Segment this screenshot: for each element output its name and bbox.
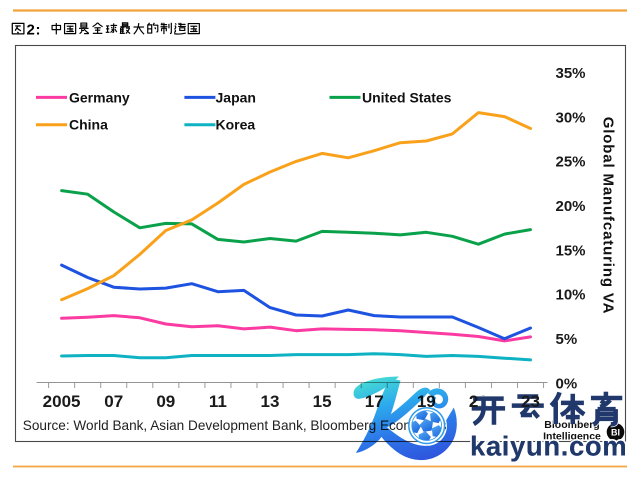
svg-text:0%: 0% [556, 375, 578, 392]
svg-text:15%: 15% [556, 242, 586, 259]
svg-text:30%: 30% [556, 109, 586, 126]
svg-text:35%: 35% [556, 65, 586, 82]
svg-text:China: China [69, 117, 108, 133]
svg-text:Global Manufcaturing VA: Global Manufcaturing VA [600, 117, 617, 315]
svg-text:23: 23 [521, 392, 540, 411]
svg-text:Korea: Korea [216, 117, 256, 133]
svg-text:2: 2 [27, 22, 35, 39]
svg-text:Intelligence: Intelligence [543, 431, 601, 443]
svg-text:Japan: Japan [216, 89, 256, 105]
svg-text:20%: 20% [556, 198, 586, 215]
svg-text:kaiyun.com: kaiyun.com [470, 431, 627, 462]
svg-text:25%: 25% [556, 154, 586, 171]
svg-text:2: 2 [469, 392, 478, 411]
svg-text:13: 13 [261, 392, 280, 411]
svg-text:09: 09 [156, 392, 175, 411]
svg-text:5%: 5% [556, 331, 578, 348]
svg-text:10%: 10% [556, 287, 586, 304]
svg-text:kaiyun.com: kaiyun.com [470, 431, 627, 462]
svg-text:2005: 2005 [43, 392, 81, 411]
svg-text:Germany: Germany [69, 89, 130, 105]
svg-text:Source: World Bank, Asian Deve: Source: World Bank, Asian Development Ba… [23, 418, 447, 433]
svg-text:BI: BI [611, 428, 620, 438]
svg-text::: : [36, 22, 41, 39]
svg-text:15: 15 [313, 392, 332, 411]
svg-text:11: 11 [209, 392, 227, 411]
svg-text:07: 07 [104, 392, 123, 411]
svg-text:United States: United States [362, 89, 452, 105]
